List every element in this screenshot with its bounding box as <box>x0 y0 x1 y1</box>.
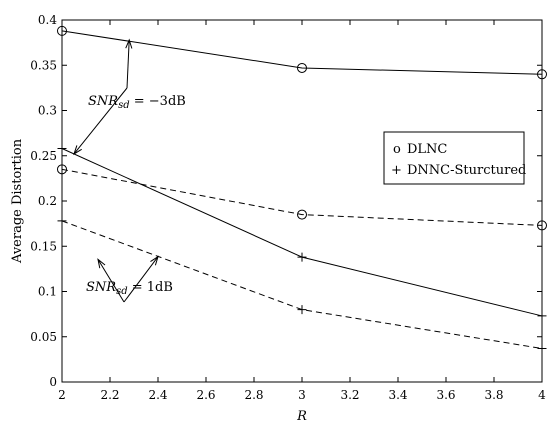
annotations: SNRsd = −3dB SNRsd = 1dB <box>73 38 186 303</box>
data-point-circle <box>297 209 307 220</box>
y-axis: 0 0.05 0.1 0.15 0.2 0.25 0.3 0.35 0.4 <box>30 13 542 389</box>
series-layer <box>57 25 547 354</box>
x-tick-label: 2 <box>58 388 66 402</box>
x-tick-label: 2.6 <box>196 388 215 402</box>
data-point-plus <box>57 216 67 226</box>
x-tick-label: 4 <box>538 388 546 402</box>
data-point-plus <box>537 344 547 354</box>
x-tick-label: 2.8 <box>244 388 263 402</box>
annotation-arrow-head <box>125 38 133 49</box>
series-2 <box>57 144 547 321</box>
x-axis-label: R <box>296 409 307 424</box>
x-axis: 2 2.2 2.4 2.6 2.8 3 3.2 3.4 3.6 3.8 4 <box>58 20 546 402</box>
y-tick-label: 0.15 <box>30 239 57 253</box>
y-tick-label: 0.2 <box>38 194 57 208</box>
legend-marker-dnnc: + <box>391 163 402 178</box>
y-tick-label: 0.35 <box>30 58 57 72</box>
plot-frame <box>61 19 543 383</box>
y-tick-label: 0.05 <box>30 330 57 344</box>
data-point-circle <box>537 69 547 80</box>
annotation-arrow-head <box>150 255 159 266</box>
annotation-label: SNRsd = −3dB <box>88 94 186 111</box>
annotation-arrow-line <box>73 87 128 155</box>
y-tick-label: 0.4 <box>38 13 57 27</box>
data-point-circle <box>537 220 547 231</box>
data-point-plus <box>537 311 547 321</box>
x-tick-label: 3.4 <box>388 388 407 402</box>
data-point-circle <box>297 62 307 73</box>
series-line <box>61 30 543 75</box>
x-tick-label: 2.2 <box>100 388 119 402</box>
annotation-arrow-head <box>73 145 82 156</box>
data-point-circle <box>57 25 67 36</box>
data-point-plus <box>297 305 307 315</box>
y-axis-label: Average Distortion <box>10 138 25 264</box>
x-tick-label: 3.8 <box>484 388 503 402</box>
annotation-arrow-line <box>97 259 125 303</box>
data-point-plus <box>57 144 67 154</box>
x-tick-label: 2.4 <box>148 388 167 402</box>
x-tick-label: 3.2 <box>340 388 359 402</box>
x-tick-label: 3.6 <box>436 388 455 402</box>
data-point-circle <box>57 164 67 175</box>
legend-marker-dlnc: o <box>393 142 401 157</box>
legend-box <box>383 131 525 185</box>
legend-label-dnnc: DNNC-Sturctured <box>407 163 526 178</box>
y-tick-label: 0.1 <box>38 285 57 299</box>
y-tick-label: 0.3 <box>38 104 57 118</box>
annotation-arrow-head <box>97 258 106 269</box>
legend-label-dlnc: DLNC <box>407 142 447 157</box>
annotation-arrow-line <box>126 39 130 89</box>
y-tick-label: 0.25 <box>30 149 57 163</box>
annotation-arrow-line <box>123 256 159 303</box>
data-point-plus <box>297 252 307 262</box>
series-0 <box>57 25 547 80</box>
x-tick-label: 3 <box>298 388 306 402</box>
y-tick-label: 0 <box>49 375 57 389</box>
series-3 <box>57 216 547 354</box>
legend: o DLNC + DNNC-Sturctured <box>383 131 526 185</box>
plot-area <box>61 19 543 383</box>
annotation-label: SNRsd = 1dB <box>86 280 173 297</box>
